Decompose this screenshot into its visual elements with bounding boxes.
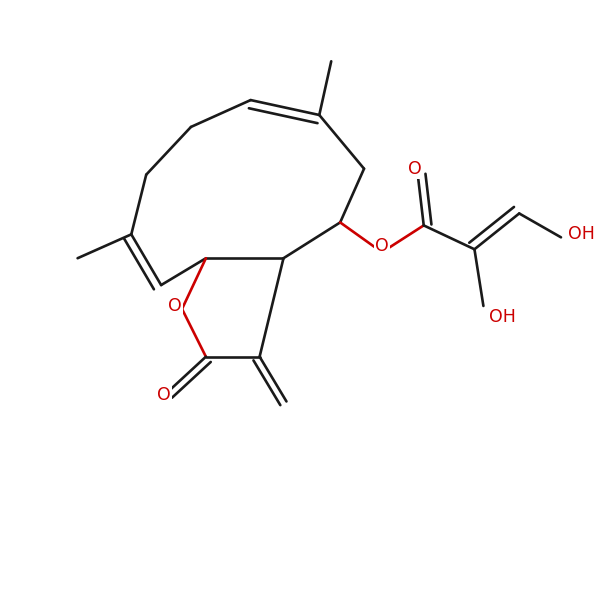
Text: O: O <box>168 297 182 315</box>
Text: O: O <box>408 160 422 178</box>
Text: OH: OH <box>568 226 595 244</box>
Text: OH: OH <box>490 308 516 326</box>
Text: O: O <box>157 386 171 404</box>
Text: O: O <box>375 237 389 255</box>
